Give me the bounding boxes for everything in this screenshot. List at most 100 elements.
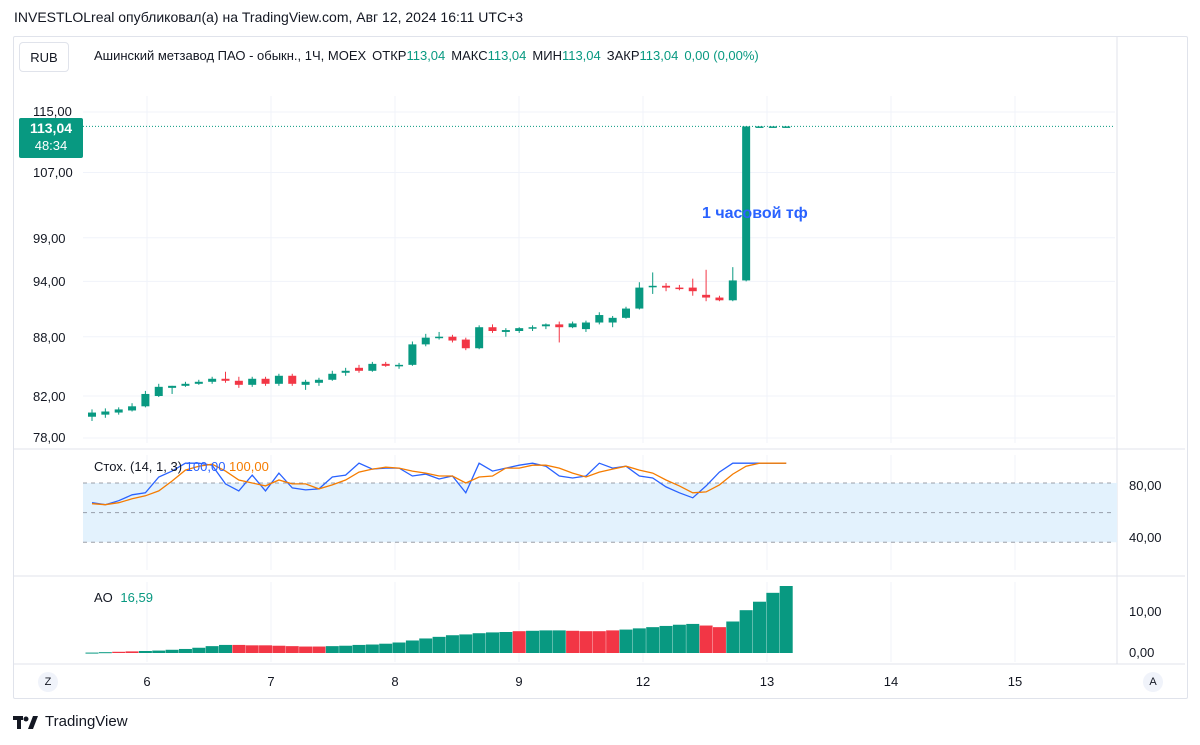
brand-name: TradingView (45, 713, 128, 730)
time-axis-label: 6 (143, 674, 151, 689)
price-axis-label: 107,00 (33, 165, 73, 180)
ao-bar (686, 623, 700, 653)
candle-body (421, 337, 430, 345)
bar-countdown: 48:34 (34, 138, 68, 153)
candle-body (141, 393, 150, 407)
price-axis-label: 88,00 (33, 330, 66, 345)
stoch-band (83, 482, 1117, 543)
ao-bar (766, 592, 780, 653)
candle-body (635, 287, 644, 309)
ao-bar (606, 630, 620, 653)
candle-body (355, 367, 363, 371)
time-axis-label: 8 (391, 674, 399, 689)
ao-bar (779, 586, 793, 653)
candle-body (475, 327, 484, 349)
symbol-legend: Ашинский метзавод ПАО - обыкн., 1Ч, MOEX… (94, 48, 759, 63)
close-value: 113,04 (639, 48, 679, 63)
ao-bar (526, 630, 540, 653)
ao-bar (272, 645, 286, 653)
tradingview-logo-icon (13, 715, 38, 729)
candle-body (368, 363, 377, 371)
ao-bar (392, 642, 406, 653)
ao-bar (419, 638, 433, 653)
ao-bar (325, 646, 339, 653)
candle-body (488, 327, 497, 331)
candle-body (501, 330, 510, 332)
ao-bar (566, 630, 580, 653)
candle-body (261, 378, 270, 384)
candle-body (381, 363, 390, 366)
candle-body (314, 379, 323, 383)
candle-body (622, 308, 630, 318)
ao-bar (85, 652, 99, 654)
ao-label: AO (94, 590, 113, 605)
symbol-name: Ашинский метзавод ПАО - обыкн., 1Ч, MOEX (94, 48, 367, 63)
ao-bar (405, 640, 419, 653)
reset-zoom-button[interactable]: Z (38, 672, 58, 692)
time-axis-label: 15 (1007, 674, 1023, 689)
last-price-value: 113,04 (29, 120, 73, 136)
candle-body (154, 386, 163, 397)
candle-body (328, 373, 337, 380)
tradingview-brand[interactable]: TradingView (13, 713, 128, 730)
ao-bar (219, 644, 232, 653)
close-label: ЗАКР (606, 48, 640, 63)
candle-body (581, 322, 590, 330)
ao-bar (486, 632, 499, 653)
ao-bar (445, 635, 459, 653)
ao-bar (365, 644, 379, 653)
ao-bar (165, 649, 179, 653)
ao-bar (312, 646, 326, 653)
candle-body (168, 385, 177, 388)
candle-body (595, 315, 604, 323)
candle-body (755, 126, 764, 128)
ao-bar (726, 621, 740, 653)
ao-bar (192, 647, 206, 653)
candle-body (782, 126, 791, 128)
high-value: 113,04 (487, 48, 527, 63)
time-axis-label: 13 (759, 674, 775, 689)
ao-bar (245, 645, 259, 653)
change-value: 0,00 (0,00%) (684, 48, 759, 63)
stoch-legend: Стох. (14, 1, 3) 100,00 100,00 (94, 459, 269, 474)
ao-bar (699, 625, 713, 653)
ao-axis-label: 0,00 (1129, 645, 1155, 660)
candle-body (568, 323, 577, 328)
candle-body (301, 381, 310, 385)
stoch-axis-label: 40,00 (1129, 530, 1162, 545)
ao-bar (125, 651, 139, 653)
ao-legend: AO 16,59 (94, 590, 153, 605)
last-price-tag: 113,04 48:34 (19, 118, 83, 158)
candle-body (675, 287, 684, 290)
candle-body (662, 285, 671, 288)
ao-bar (352, 644, 366, 653)
price-axis-label: 115,00 (33, 104, 72, 119)
price-axis-label: 94,00 (33, 274, 66, 289)
currency-button[interactable]: RUB (19, 42, 69, 72)
candle-body (608, 317, 617, 323)
candle-body (248, 378, 257, 385)
candle-body (515, 328, 524, 331)
candle-body (88, 412, 96, 417)
ao-bar (552, 630, 566, 653)
low-label: МИН (532, 48, 562, 63)
chart-annotation[interactable]: 1 часовой тф (702, 205, 808, 222)
auto-scale-button[interactable]: A (1143, 672, 1163, 692)
time-axis-label: 12 (635, 674, 651, 689)
ao-axis-label: 10,00 (1129, 604, 1162, 619)
price-axis-label: 82,00 (33, 389, 66, 404)
published-line: INVESTLOLreal опубликовал(а) на TradingV… (14, 9, 524, 25)
ao-bar (712, 627, 726, 653)
ao-bar (512, 631, 526, 653)
ao-bar (259, 645, 273, 653)
high-label: МАКС (451, 48, 488, 63)
candle-body (221, 378, 230, 381)
candle-body (128, 406, 137, 411)
ao-bar (739, 610, 753, 653)
ao-bar (379, 643, 393, 653)
price-axis-label: 99,00 (33, 231, 66, 246)
candle-body (648, 285, 657, 288)
candle-body (181, 383, 190, 386)
ao-bar (299, 646, 313, 653)
